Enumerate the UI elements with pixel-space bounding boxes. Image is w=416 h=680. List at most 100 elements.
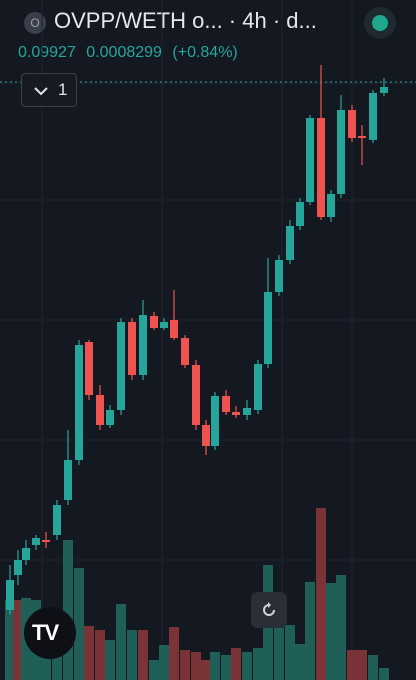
candle-body — [6, 580, 14, 610]
volume-bar — [295, 644, 305, 680]
candle — [64, 430, 72, 505]
candle — [380, 78, 388, 96]
candle — [254, 360, 262, 414]
volume-bar — [5, 600, 15, 680]
volume-bar — [357, 650, 367, 680]
tradingview-logo[interactable]: TV — [24, 607, 76, 659]
volume-bar — [191, 652, 201, 680]
candle — [264, 258, 272, 368]
volume-bar — [210, 652, 220, 680]
candle — [85, 340, 93, 400]
volume-bar — [274, 600, 284, 680]
candle-body — [296, 202, 304, 226]
candle-body — [254, 364, 262, 410]
volume-bar — [159, 645, 169, 680]
candle — [211, 392, 219, 450]
volume-bar — [105, 640, 115, 680]
candle — [96, 385, 104, 430]
candle-body — [160, 322, 168, 328]
indicators-collapse-button[interactable]: 1 — [21, 73, 77, 107]
pair-title[interactable]: OVPP/WETH o... · 4h · d... — [54, 8, 317, 33]
candle-body — [85, 342, 93, 395]
chart-header: O OVPP/WETH o... · 4h · d... 0.09927 0.0… — [0, 0, 416, 76]
status-button[interactable] — [364, 7, 396, 39]
volume-bar — [201, 660, 211, 680]
candle-body — [117, 322, 125, 410]
indicator-count: 1 — [58, 80, 68, 99]
candle-body — [181, 338, 189, 365]
volume-bar — [84, 626, 94, 680]
candle-body — [139, 315, 147, 375]
candle-body — [192, 365, 200, 425]
candle — [192, 360, 200, 430]
volume-bar — [253, 648, 263, 680]
status-dot-icon — [372, 15, 388, 31]
volume-bar — [169, 627, 179, 680]
candle-body — [211, 396, 219, 446]
candle — [337, 95, 345, 198]
volume-bar — [316, 508, 326, 680]
candle — [327, 190, 335, 222]
candle — [358, 125, 366, 165]
reset-chart-button[interactable] — [251, 592, 287, 628]
candle — [317, 65, 325, 220]
ohlc-change: (+0.84%) — [172, 44, 238, 61]
candle — [117, 318, 125, 415]
volume-bar — [231, 648, 241, 680]
volume-bar — [149, 660, 159, 680]
candle-body — [42, 540, 50, 542]
volume-bar — [63, 540, 73, 680]
volume-bar — [74, 568, 84, 680]
volume-bar — [379, 668, 389, 680]
chevron-down-icon — [34, 87, 48, 96]
ohlc-value-1: 0.09927 — [18, 44, 76, 61]
candle-body — [380, 87, 388, 93]
candles — [6, 65, 388, 615]
candle-body — [306, 118, 314, 202]
candle-body — [53, 505, 61, 535]
volume-bar — [41, 640, 51, 680]
candle-body — [348, 110, 356, 138]
candle-body — [222, 396, 230, 412]
volume-bar — [13, 600, 23, 680]
candle — [275, 255, 283, 296]
candle — [243, 400, 251, 420]
candle-body — [75, 345, 83, 460]
candle-body — [358, 136, 366, 138]
volume-bar — [326, 583, 336, 680]
candle-body — [150, 316, 158, 328]
candle — [53, 500, 61, 540]
volume-bar — [127, 630, 137, 680]
candle-body — [106, 410, 114, 425]
candle-body — [232, 412, 240, 415]
candle-body — [22, 548, 30, 560]
candle — [286, 220, 294, 264]
candle — [6, 565, 14, 615]
candle — [369, 90, 377, 143]
candle — [296, 198, 304, 230]
candle-body — [202, 425, 210, 446]
coin-icon: O — [24, 12, 46, 34]
candle-body — [96, 395, 104, 425]
ohlc-value-2: 0.0008299 — [86, 44, 162, 61]
candle — [181, 335, 189, 368]
candle-body — [128, 322, 136, 375]
candle — [150, 312, 158, 330]
candle — [222, 390, 230, 415]
candle — [32, 535, 40, 550]
volume-bar — [95, 630, 105, 680]
candle-body — [337, 110, 345, 194]
candle-body — [286, 226, 294, 260]
volume-bar — [242, 652, 252, 680]
candle — [348, 105, 356, 142]
candle-body — [275, 260, 283, 292]
volume-bar — [305, 582, 315, 680]
candle — [128, 318, 136, 380]
candle — [160, 318, 168, 330]
candle-body — [64, 460, 72, 500]
candle — [232, 406, 240, 418]
logo-text: TV — [32, 620, 59, 645]
candle-body — [327, 194, 335, 217]
volume-bar — [336, 575, 346, 680]
volume-bar — [116, 604, 126, 680]
